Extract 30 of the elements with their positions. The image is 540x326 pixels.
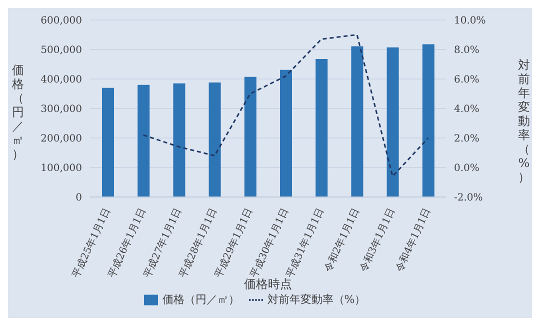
y2-tick-label: 4.0%: [454, 104, 480, 116]
bar: [138, 84, 150, 197]
y-tick-label: 400,000: [40, 74, 82, 86]
y2-tick-label: 6.0%: [454, 74, 480, 86]
y-tick-label: 100,000: [40, 163, 82, 174]
bar: [316, 58, 328, 197]
y2-tick-label: -2.0%: [454, 192, 483, 204]
bar: [244, 76, 256, 197]
text: 対前年変動率（%）: [518, 58, 530, 184]
legend-label: 価格（円／㎡）: [162, 293, 240, 306]
y-tick-label: 200,000: [40, 134, 82, 145]
y2-tick-label: 10.0%: [454, 16, 486, 27]
bar: [351, 46, 364, 197]
y2-tick-label: 8.0%: [454, 45, 480, 56]
bar: [173, 83, 186, 197]
y2-tick-label: 2.0%: [454, 134, 480, 145]
bar: [208, 82, 221, 197]
bar: [422, 44, 434, 197]
y2-tick-label: 0.0%: [454, 163, 480, 174]
line-series: [142, 34, 429, 178]
bar: [102, 88, 114, 197]
legend-label: 対前年変動率（%）: [267, 293, 366, 306]
y-axis-title: 価格（円／㎡）: [11, 63, 25, 161]
y-tick-label: 300,000: [40, 104, 82, 116]
x-axis-title: 価格時点: [244, 277, 292, 291]
y-tick-label: 0: [76, 192, 82, 204]
bar: [386, 47, 399, 197]
y-tick-label: 600,000: [40, 16, 82, 27]
y-tick-label: 500,000: [40, 45, 82, 56]
bar: [280, 70, 292, 197]
